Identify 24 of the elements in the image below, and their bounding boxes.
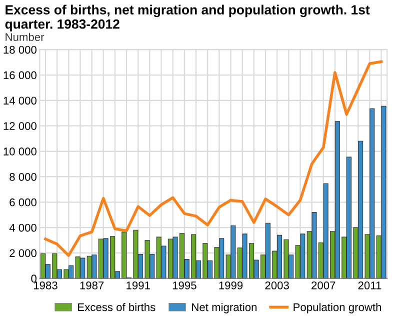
line-series [44,60,383,257]
x-tick-label: 1999 [219,281,243,290]
x-tick-label: 1983 [34,281,58,290]
y-tick-label: 0 [31,274,36,283]
y-tick-label: 8 000 [10,172,36,181]
legend-label: Population growth [294,302,382,314]
y-tick-label: 14 000 [4,96,36,105]
y-tick-label: 18 000 [4,46,36,54]
x-tick-label: 1995 [172,281,196,290]
x-tick-label: 2003 [265,281,289,290]
chart-title: Excess of births, net migration and population growth. 1st quarter. 1983-2012 [5,4,370,32]
y-tick-label: 12 000 [4,122,36,130]
y-tick-label: 10 000 [4,148,36,156]
x-tick-label: 1987 [80,281,104,290]
legend-label: Excess of births [78,302,156,312]
x-tick-label: 2007 [312,281,336,290]
y-axis-title: Number [6,32,44,42]
x-tick-label: 1991 [126,281,150,290]
y-tick-label: 16 000 [4,71,36,80]
y-tick-label: 6 000 [10,198,36,206]
y-tick-label: 2 000 [10,249,36,258]
legend-label: Net migration [192,302,257,314]
y-tick-label: 4 000 [9,224,36,232]
x-tick-label: 2011 [358,281,382,290]
